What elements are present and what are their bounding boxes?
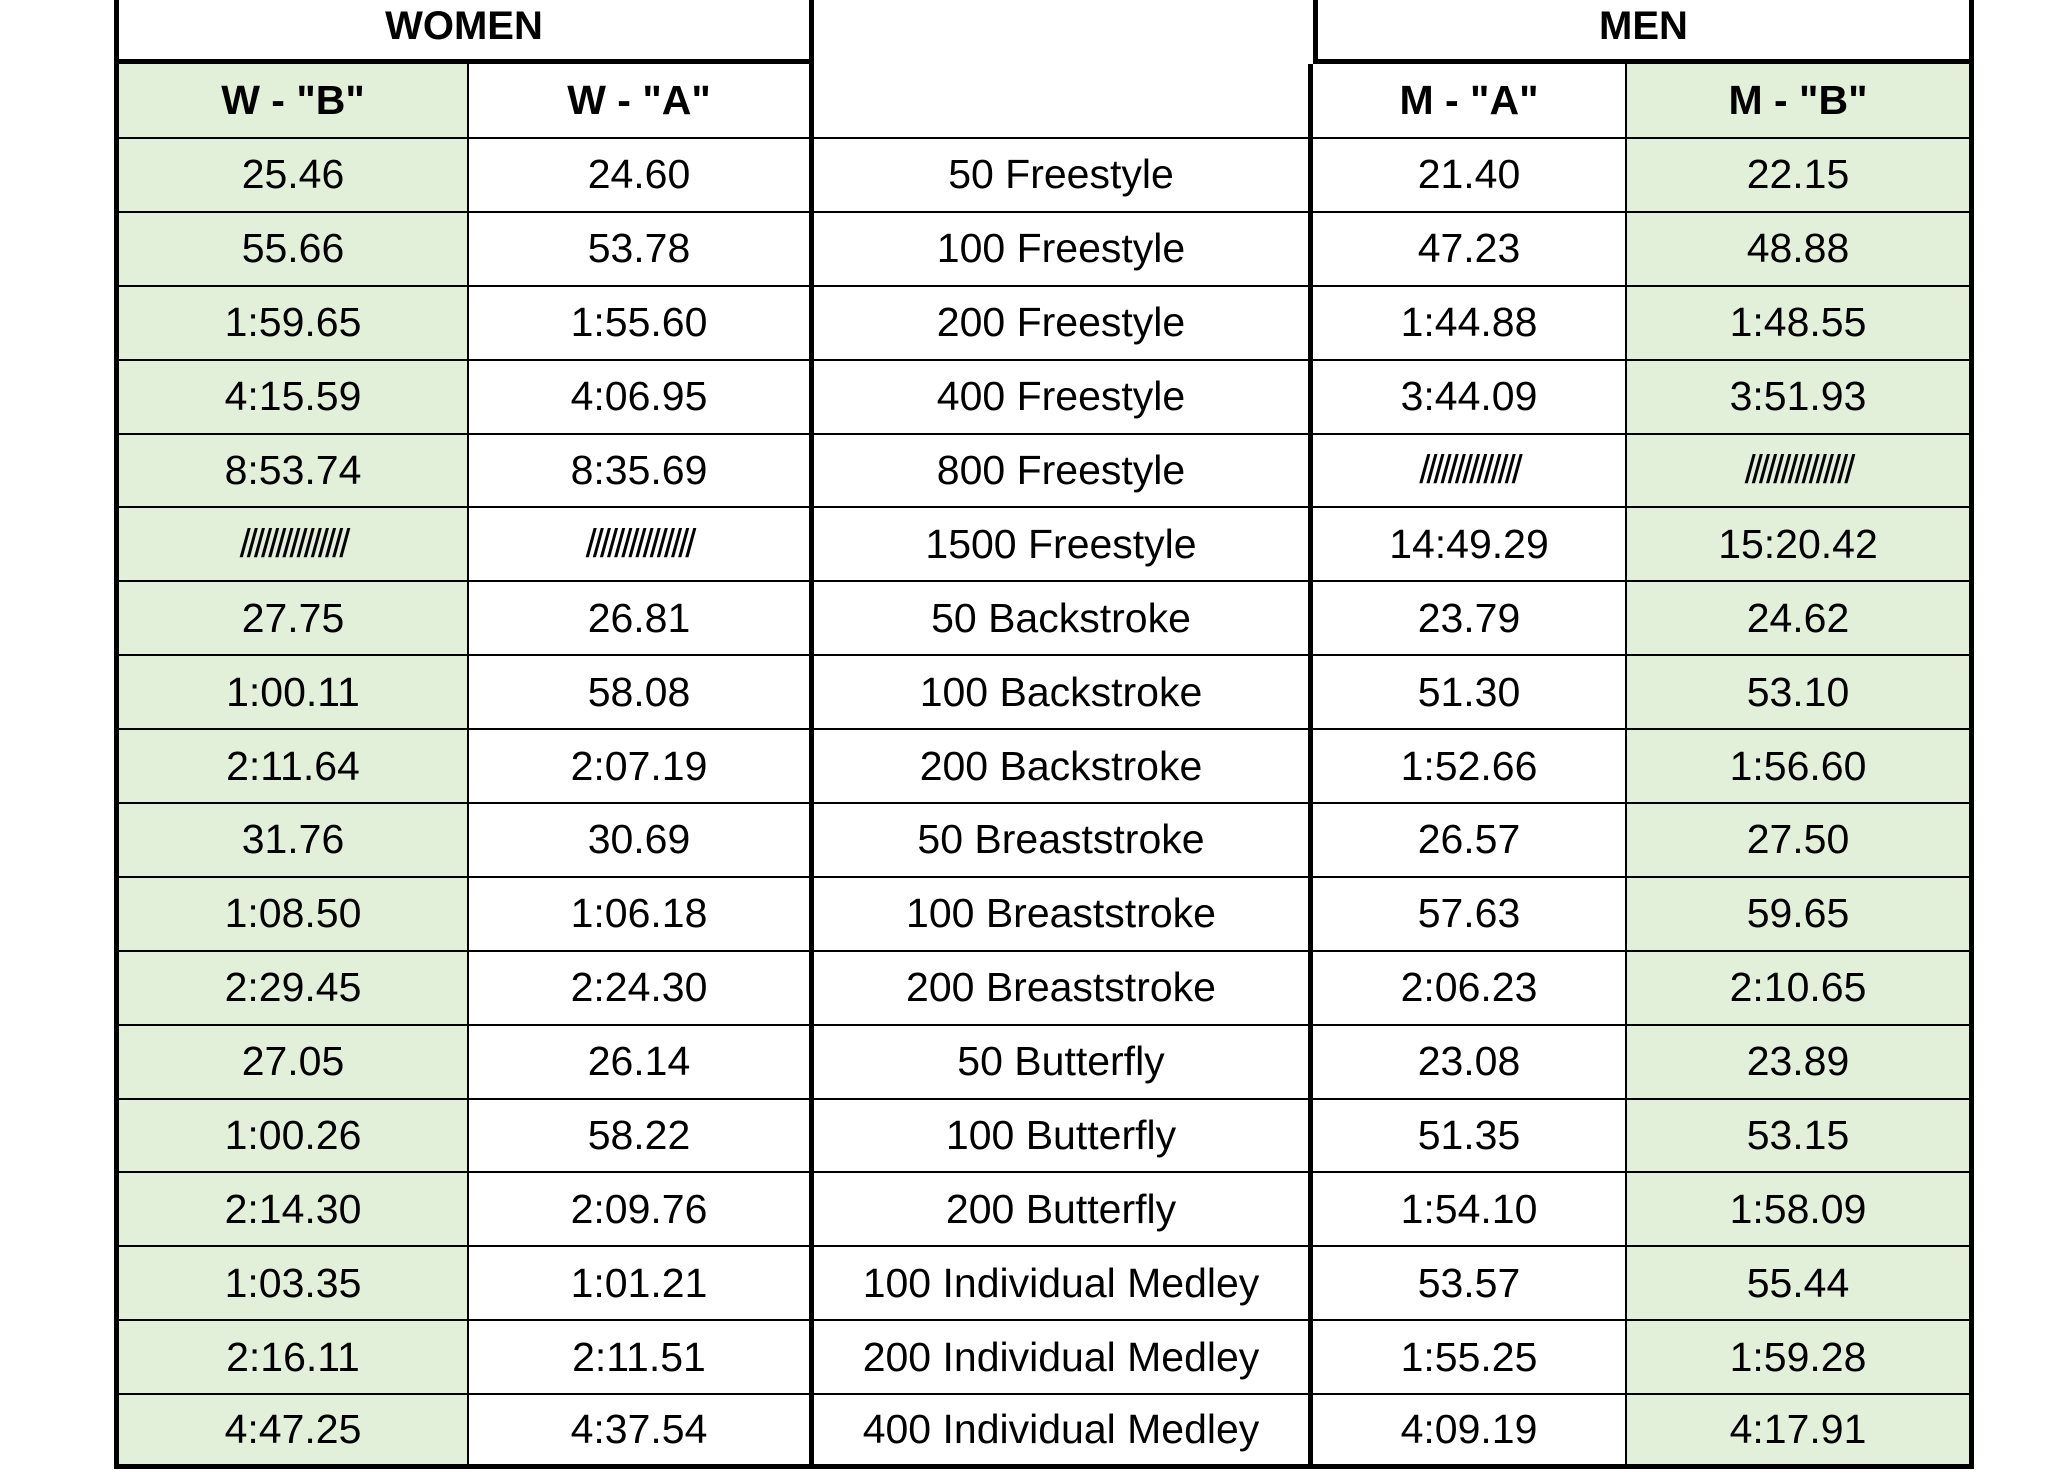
event-name-cell: 50 Freestyle [814, 139, 1313, 213]
men-b-time-cell: 24.62 [1627, 582, 1974, 657]
event-name-cell: 400 Freestyle [814, 360, 1313, 435]
men-a-time-cell: ////////////// [1313, 434, 1627, 509]
women-a-time-cell: 2:07.19 [469, 730, 814, 805]
men-a-time-cell: 51.30 [1313, 656, 1627, 731]
men-b-time-cell: 1:48.55 [1627, 286, 1974, 361]
women-b-time-cell: 1:03.35 [114, 1247, 469, 1322]
men-a-time-cell: 1:52.66 [1313, 730, 1627, 805]
event-name-cell: 100 Backstroke [814, 656, 1313, 731]
event-name-cell: 200 Freestyle [814, 286, 1313, 361]
event-name-cell: 50 Backstroke [814, 582, 1313, 657]
women-a-time-cell: 4:37.54 [469, 1395, 814, 1470]
women-b-time-cell: 2:14.30 [114, 1173, 469, 1248]
group-header-men: MEN [1313, 0, 1974, 64]
column-header-w-b: W - "B" [114, 64, 469, 139]
event-name-cell: 800 Freestyle [814, 434, 1313, 509]
women-a-time-cell: 53.78 [469, 212, 814, 287]
men-a-time-cell: 53.57 [1313, 1247, 1627, 1322]
women-b-time-cell: 2:29.45 [114, 951, 469, 1026]
men-a-time-cell: 51.35 [1313, 1099, 1627, 1174]
men-a-time-cell: 1:54.10 [1313, 1173, 1627, 1248]
women-b-time-cell: 2:16.11 [114, 1321, 469, 1396]
women-b-time-cell: 31.76 [114, 804, 469, 878]
women-b-time-cell: 1:59.65 [114, 286, 469, 361]
men-b-time-cell: 27.50 [1627, 804, 1974, 878]
women-b-time-cell: 1:00.26 [114, 1099, 469, 1174]
event-name-cell: 50 Breaststroke [814, 804, 1313, 878]
men-a-time-cell: 23.08 [1313, 1025, 1627, 1100]
women-b-time-cell: 27.75 [114, 582, 469, 657]
column-header-m-a: M - "A" [1313, 64, 1627, 139]
women-a-time-cell: 24.60 [469, 139, 814, 213]
men-a-time-cell: 3:44.09 [1313, 360, 1627, 435]
men-b-time-cell: 1:56.60 [1627, 730, 1974, 805]
group-header-women: WOMEN [114, 0, 814, 64]
men-a-time-cell: 14:49.29 [1313, 508, 1627, 583]
event-name-cell: 1500 Freestyle [814, 508, 1313, 583]
women-a-time-cell: 26.14 [469, 1025, 814, 1100]
men-b-time-cell: 2:10.65 [1627, 951, 1974, 1026]
women-a-time-cell: 26.81 [469, 582, 814, 657]
women-a-time-cell: 2:24.30 [469, 951, 814, 1026]
men-a-time-cell: 4:09.19 [1313, 1395, 1627, 1470]
women-b-time-cell: 1:08.50 [114, 877, 469, 952]
event-name-cell: 200 Backstroke [814, 730, 1313, 805]
men-b-time-cell: 1:59.28 [1627, 1321, 1974, 1396]
women-b-time-cell: 4:47.25 [114, 1395, 469, 1470]
men-b-time-cell: 48.88 [1627, 212, 1974, 287]
men-b-time-cell: 3:51.93 [1627, 360, 1974, 435]
column-header-w-a: W - "A" [469, 64, 814, 139]
time-standards-table: WOMEN MEN W - "B" W - "A" M - "A" M - "B… [114, 0, 1974, 1475]
men-b-time-cell: 59.65 [1627, 877, 1974, 952]
group-header-spacer [814, 0, 1313, 64]
event-name-cell: 100 Freestyle [814, 212, 1313, 287]
men-a-time-cell: 21.40 [1313, 139, 1627, 213]
men-b-time-cell: 55.44 [1627, 1247, 1974, 1322]
men-b-time-cell: 4:17.91 [1627, 1395, 1974, 1470]
event-name-cell: 100 Butterfly [814, 1099, 1313, 1174]
women-b-time-cell: 8:53.74 [114, 434, 469, 509]
women-b-time-cell: /////////////// [114, 508, 469, 583]
women-a-time-cell: 2:09.76 [469, 1173, 814, 1248]
men-b-time-cell: /////////////// [1627, 434, 1974, 509]
women-b-time-cell: 1:00.11 [114, 656, 469, 731]
women-a-time-cell: 2:11.51 [469, 1321, 814, 1396]
women-a-time-cell: /////////////// [469, 508, 814, 583]
event-name-cell: 50 Butterfly [814, 1025, 1313, 1100]
women-a-time-cell: 30.69 [469, 804, 814, 878]
men-a-time-cell: 26.57 [1313, 804, 1627, 878]
women-a-time-cell: 4:06.95 [469, 360, 814, 435]
women-b-time-cell: 55.66 [114, 212, 469, 287]
event-name-cell: 400 Individual Medley [814, 1395, 1313, 1470]
women-a-time-cell: 8:35.69 [469, 434, 814, 509]
women-b-time-cell: 2:11.64 [114, 730, 469, 805]
women-a-time-cell: 1:01.21 [469, 1247, 814, 1322]
men-a-time-cell: 57.63 [1313, 877, 1627, 952]
men-b-time-cell: 53.15 [1627, 1099, 1974, 1174]
women-b-time-cell: 27.05 [114, 1025, 469, 1100]
column-header-m-b: M - "B" [1627, 64, 1974, 139]
women-a-time-cell: 1:55.60 [469, 286, 814, 361]
event-name-cell: 100 Breaststroke [814, 877, 1313, 952]
women-a-time-cell: 58.08 [469, 656, 814, 731]
women-a-time-cell: 58.22 [469, 1099, 814, 1174]
women-b-time-cell: 4:15.59 [114, 360, 469, 435]
men-a-time-cell: 1:55.25 [1313, 1321, 1627, 1396]
men-a-time-cell: 23.79 [1313, 582, 1627, 657]
event-name-cell: 200 Butterfly [814, 1173, 1313, 1248]
men-b-time-cell: 53.10 [1627, 656, 1974, 731]
column-header-event [814, 64, 1313, 139]
men-a-time-cell: 1:44.88 [1313, 286, 1627, 361]
event-name-cell: 100 Individual Medley [814, 1247, 1313, 1322]
women-b-time-cell: 25.46 [114, 139, 469, 213]
men-a-time-cell: 47.23 [1313, 212, 1627, 287]
men-b-time-cell: 15:20.42 [1627, 508, 1974, 583]
men-b-time-cell: 1:58.09 [1627, 1173, 1974, 1248]
men-b-time-cell: 23.89 [1627, 1025, 1974, 1100]
event-name-cell: 200 Breaststroke [814, 951, 1313, 1026]
event-name-cell: 200 Individual Medley [814, 1321, 1313, 1396]
men-a-time-cell: 2:06.23 [1313, 951, 1627, 1026]
women-a-time-cell: 1:06.18 [469, 877, 814, 952]
men-b-time-cell: 22.15 [1627, 139, 1974, 213]
